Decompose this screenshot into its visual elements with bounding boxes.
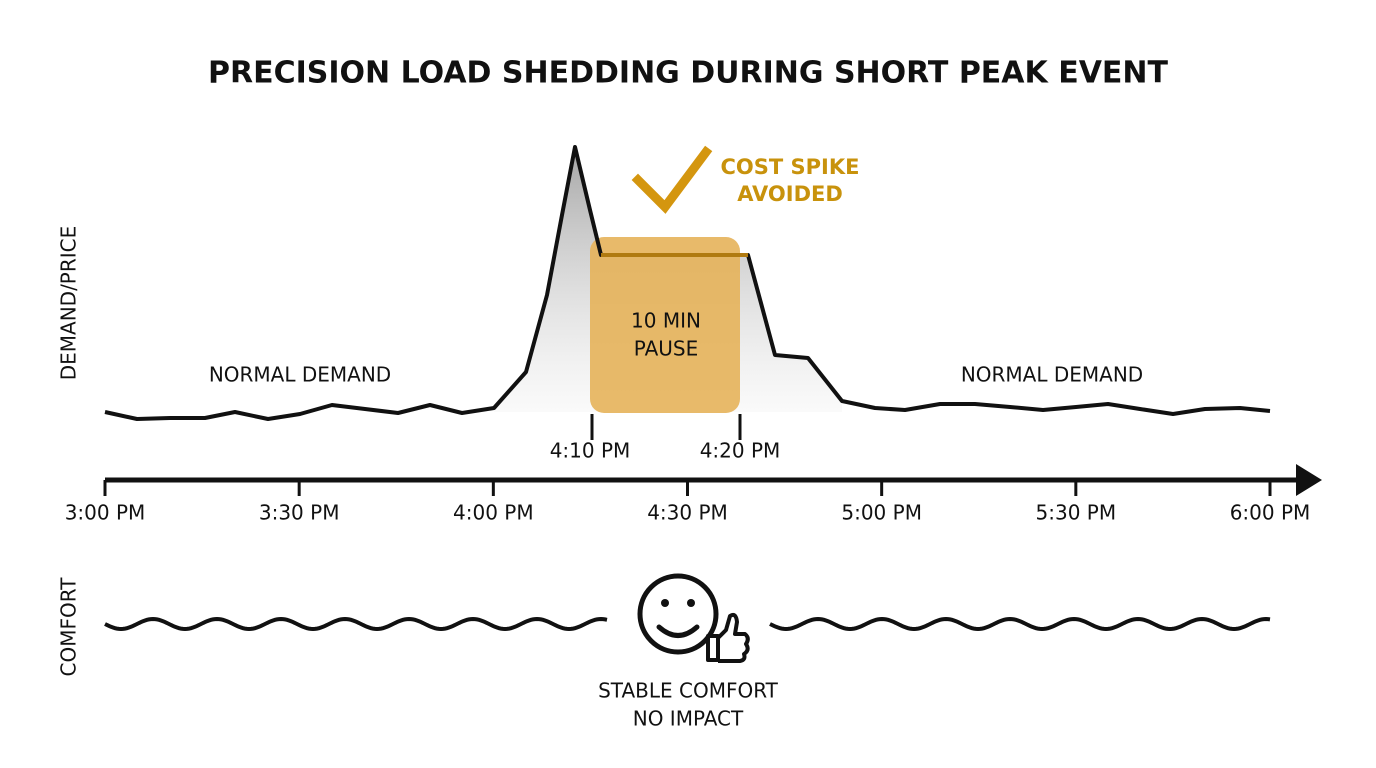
annotation: AVOIDED <box>737 182 843 206</box>
marker-label: 4:20 PM <box>700 439 781 463</box>
pause-box <box>590 237 740 413</box>
marker-label: 4:10 PM <box>550 439 631 463</box>
pause-label: PAUSE <box>634 337 698 361</box>
y-label: DEMAND/PRICE <box>57 226 81 381</box>
annotation: NORMAL DEMAND <box>961 363 1143 387</box>
annotation: NORMAL DEMAND <box>209 363 391 387</box>
tick-label: 4:00 PM <box>453 501 534 525</box>
annotation: NO IMPACT <box>633 707 744 731</box>
comfort-line <box>104 616 608 632</box>
comfort-line <box>769 616 1271 632</box>
annotation: STABLE COMFORT <box>598 679 779 703</box>
tick-label: 3:30 PM <box>259 501 340 525</box>
tick-label: 4:30 PM <box>647 501 728 525</box>
tick-label: 5:30 PM <box>1036 501 1117 525</box>
time-ticks: 3:00 PM 3:30 PM 4:00 PM 4:30 PM 5:00 PM 5:30 … <box>65 480 1311 525</box>
axis-arrow <box>1296 464 1322 496</box>
smiley-icon <box>637 573 750 663</box>
tick-label: 3:00 PM <box>65 501 146 525</box>
annotation: COST SPIKE <box>721 155 860 179</box>
y-label: COMFORT <box>57 577 81 677</box>
pause-label: 10 MIN <box>631 309 701 333</box>
demand-line <box>104 145 1271 421</box>
checkmark <box>631 145 713 214</box>
title: PRECISION LOAD SHEDDING DURING SHORT PEA… <box>208 56 1169 91</box>
tick-label: 6:00 PM <box>1230 501 1311 525</box>
tick-label: 5:00 PM <box>841 501 922 525</box>
